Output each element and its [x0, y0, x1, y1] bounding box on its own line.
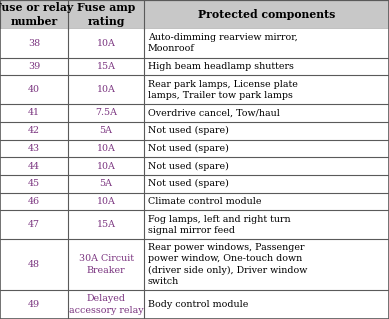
Text: 49: 49	[28, 300, 40, 309]
Bar	[0, 0, 389, 29]
Text: 15A: 15A	[96, 62, 116, 71]
Text: 48: 48	[28, 260, 40, 269]
Text: Rear power windows, Passenger
power window, One-touch down
(driver side only), D: Rear power windows, Passenger power wind…	[148, 243, 307, 286]
Text: Protected components: Protected components	[198, 9, 335, 20]
Text: High beam headlamp shutters: High beam headlamp shutters	[148, 62, 294, 71]
Text: Fuse or relay
number: Fuse or relay number	[0, 2, 74, 27]
Text: Overdrive cancel, Tow/haul: Overdrive cancel, Tow/haul	[148, 108, 280, 117]
Text: 40: 40	[28, 85, 40, 94]
Bar	[0, 29, 389, 58]
Text: 5A: 5A	[100, 126, 112, 135]
Bar	[0, 193, 389, 210]
Text: 42: 42	[28, 126, 40, 135]
Text: Fuse amp
rating: Fuse amp rating	[77, 2, 135, 27]
Text: Delayed
accessory relay: Delayed accessory relay	[69, 294, 143, 315]
Text: Not used (spare): Not used (spare)	[148, 126, 229, 135]
Bar	[0, 239, 389, 290]
Text: 39: 39	[28, 62, 40, 71]
Text: 46: 46	[28, 197, 40, 206]
Text: Not used (spare): Not used (spare)	[148, 179, 229, 188]
Text: 10A: 10A	[96, 197, 116, 206]
Text: 10A: 10A	[96, 144, 116, 153]
Bar	[0, 175, 389, 193]
Text: 47: 47	[28, 220, 40, 229]
Text: Not used (spare): Not used (spare)	[148, 161, 229, 171]
Text: 7.5A: 7.5A	[95, 108, 117, 117]
Text: Auto-dimming rearview mirror,
Moonroof: Auto-dimming rearview mirror, Moonroof	[148, 33, 298, 54]
Text: 10A: 10A	[96, 85, 116, 94]
Text: Fog lamps, left and right turn
signal mirror feed: Fog lamps, left and right turn signal mi…	[148, 214, 291, 235]
Text: 44: 44	[28, 162, 40, 171]
Text: Climate control module: Climate control module	[148, 197, 261, 206]
Text: 10A: 10A	[96, 162, 116, 171]
Text: Not used (spare): Not used (spare)	[148, 144, 229, 153]
Text: 38: 38	[28, 39, 40, 48]
Text: 5A: 5A	[100, 179, 112, 188]
Bar	[0, 157, 389, 175]
Text: Body control module: Body control module	[148, 300, 248, 309]
Bar	[0, 290, 389, 319]
Bar	[0, 58, 389, 75]
Bar	[0, 122, 389, 139]
Bar	[0, 104, 389, 122]
Text: 45: 45	[28, 179, 40, 188]
Text: 15A: 15A	[96, 220, 116, 229]
Text: 41: 41	[28, 108, 40, 117]
Text: 30A Circuit
Breaker: 30A Circuit Breaker	[79, 255, 133, 275]
Bar	[0, 139, 389, 157]
Bar	[0, 210, 389, 239]
Text: Rear park lamps, License plate
lamps, Trailer tow park lamps: Rear park lamps, License plate lamps, Tr…	[148, 79, 298, 100]
Bar	[0, 75, 389, 104]
Text: 10A: 10A	[96, 39, 116, 48]
Text: 43: 43	[28, 144, 40, 153]
